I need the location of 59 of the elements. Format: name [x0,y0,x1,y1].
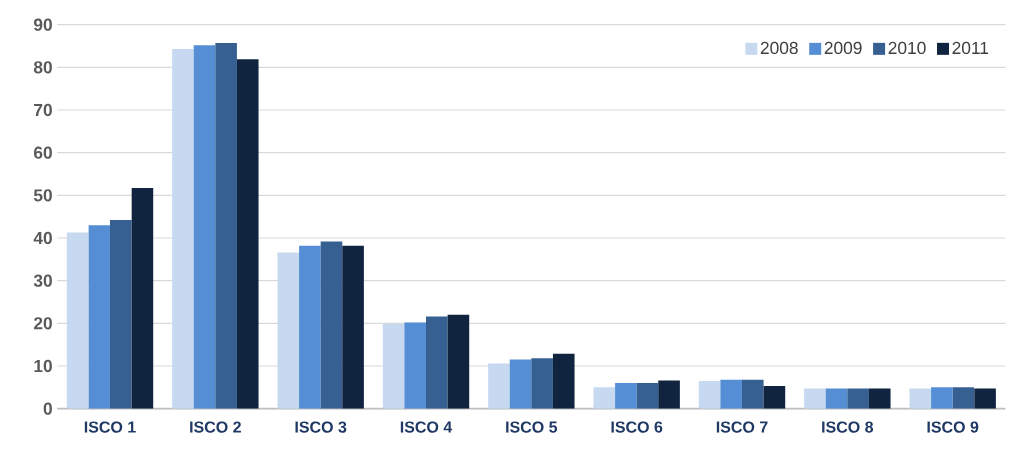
bar [952,387,975,409]
bar [215,43,237,409]
legend-label: 2009 [824,41,862,55]
y-tick-label: 50 [33,189,52,202]
y-tick-label: 90 [33,18,52,31]
bar [447,314,470,409]
y-tick-label: 80 [33,61,52,74]
bar [593,387,616,409]
bar [110,220,132,409]
y-tick-label: 30 [33,274,52,287]
bar [931,387,953,409]
bar [974,388,996,409]
bar [804,388,826,409]
y-tick-label: 60 [33,146,52,159]
bar [636,383,659,409]
bar [615,383,637,409]
bar [88,225,110,409]
bar [404,322,427,409]
bar [193,45,216,409]
bar [847,388,869,409]
bar [698,380,721,409]
y-tick-label: 0 [43,402,52,415]
bar [66,232,89,409]
legend-label: 2010 [888,41,926,55]
y-tick-label: 70 [34,103,52,117]
bar [236,59,259,409]
bar [552,353,575,409]
bar [909,388,932,409]
x-tick-label: ISCO 7 [716,421,768,433]
x-tick-label: ISCO 4 [400,421,453,433]
bar [382,323,405,409]
bar [426,316,448,409]
bar [763,386,786,409]
bar [658,380,680,409]
legend-label: 2008 [760,41,798,55]
bar [299,245,321,409]
bar [742,379,764,409]
y-tick-label: 40 [33,231,52,245]
x-tick-label: ISCO 6 [611,421,663,433]
bar [868,388,891,409]
x-tick-label: ISCO 5 [506,421,558,433]
x-tick-label: ISCO 2 [190,421,241,433]
bar [131,188,154,409]
bar [320,241,343,409]
x-tick-label: ISCO 3 [295,421,347,433]
x-tick-label: ISCO 1 [84,421,136,433]
y-tick-label: 10 [34,359,52,373]
bar [531,358,553,409]
legend-label: 2011 [952,41,989,55]
bar [277,252,300,409]
x-tick-label: ISCO 8 [822,421,874,433]
bar [509,359,532,409]
bar [720,379,742,409]
bar [488,363,510,409]
bar [342,245,364,409]
bar [172,48,194,409]
y-tick-label: 20 [33,317,52,330]
x-tick-label: ISCO 9 [927,421,979,433]
bar [825,388,848,409]
